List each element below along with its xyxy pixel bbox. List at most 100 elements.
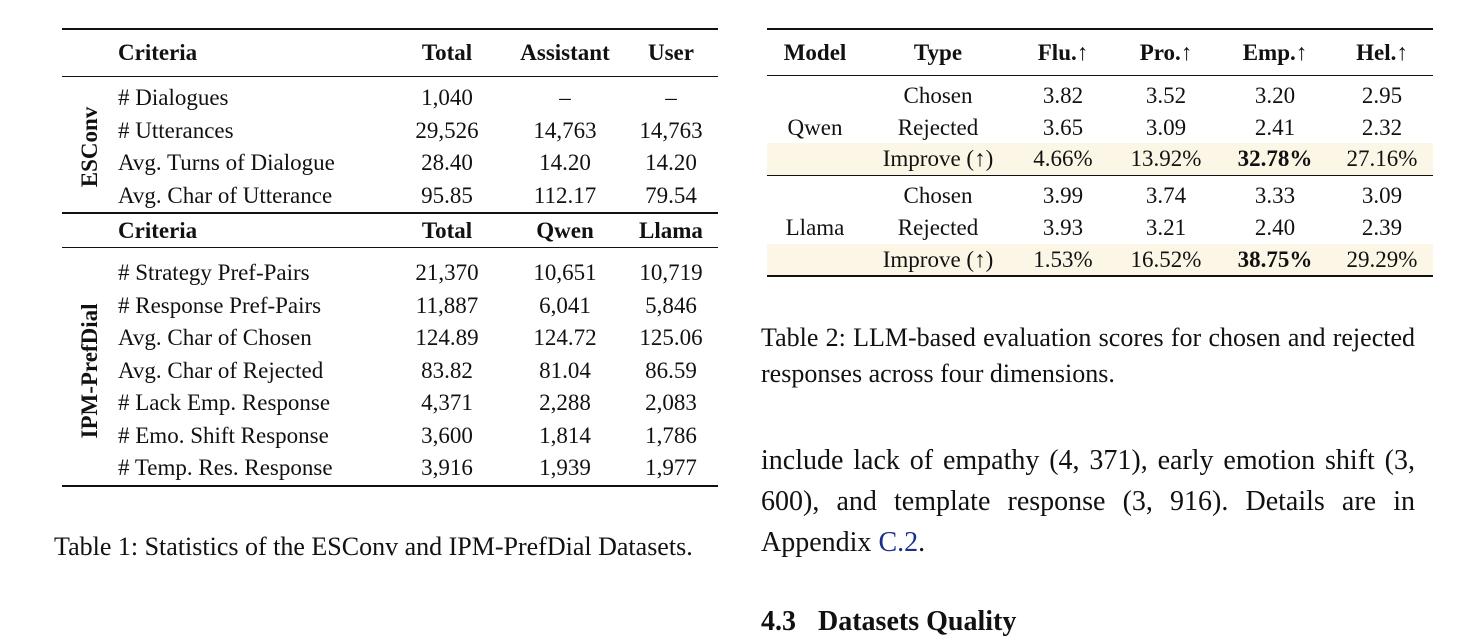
table-2: Model Type Flu.↑ Pro.↑ Emp.↑ Hel.↑ Qwen … <box>767 28 1433 277</box>
table-cell: 28.40 <box>421 150 473 175</box>
table-cell: Avg. Char of Utterance <box>118 182 333 208</box>
table-cell: Improve (↑) <box>882 246 994 272</box>
table-cell: 125.06 <box>639 325 703 350</box>
table-cell: Rejected <box>897 114 979 140</box>
table-cell: 112.17 <box>533 182 597 208</box>
table-row: # Temp. Res. Response 3,916 1,939 1,977 <box>62 452 718 486</box>
table-row: Rejected 3.93 3.21 2.40 2.39 <box>767 212 1433 244</box>
section-heading: 4.3 Datasets Quality <box>761 606 1016 638</box>
paragraph-text: include lack of empathy (4, 371), early … <box>761 445 1415 558</box>
table-cell: 2.32 <box>1361 114 1403 140</box>
table-cell: 3.21 <box>1145 214 1187 240</box>
table-cell: 2.95 <box>1361 83 1403 108</box>
table-row: Avg. Char of Rejected 83.82 81.04 86.59 <box>62 355 718 388</box>
table-cell: Avg. Turns of Dialogue <box>118 150 335 175</box>
table2-header-model: Model <box>783 40 847 65</box>
table-row: Avg. Char of Chosen 124.89 124.72 125.06 <box>62 322 718 355</box>
table-row: # Response Pref-Pairs 11,887 6,041 5,846 <box>62 290 718 323</box>
table1-header-total: Total <box>421 40 473 65</box>
table-cell: Rejected <box>897 214 979 240</box>
table1-caption: Table 1: Statistics of the ESConv and IP… <box>54 532 693 561</box>
table-row: IPM-PrefDial # Strategy Pref-Pairs 21,37… <box>62 257 718 438</box>
table2-header-row: Model Type Flu.↑ Pro.↑ Emp.↑ Hel.↑ <box>767 29 1433 76</box>
table-cell: 1,977 <box>645 455 697 480</box>
table-cell: 3,600 <box>421 422 473 448</box>
table-cell: # Strategy Pref-Pairs <box>118 260 310 285</box>
table-cell: 2.41 <box>1254 114 1296 140</box>
table-cell: Chosen <box>903 183 973 209</box>
table1-subheader-total: Total <box>421 218 473 243</box>
table2-header-pro: Pro.↑ <box>1139 40 1193 65</box>
table-row: Llama Chosen 3.99 3.74 3.33 3.09 <box>767 180 1433 240</box>
table-cell: 4.66% <box>1033 146 1093 172</box>
table-cell: 3,916 <box>421 455 473 480</box>
table-cell: 3.20 <box>1254 83 1296 108</box>
table-cell: Chosen <box>903 83 973 108</box>
table-row: # Utterances 29,526 14,763 14,763 <box>62 115 718 148</box>
table-cell: 10,719 <box>639 260 703 285</box>
table-cell: 6,041 <box>539 292 591 318</box>
table-cell: 3.52 <box>1145 83 1187 108</box>
table-cell: 2,288 <box>539 390 591 415</box>
improve-row-llama: Improve (↑) 1.53% 16.52% 38.75% 29.29% <box>767 243 1433 277</box>
table2-header-hel: Hel.↑ <box>1356 40 1408 65</box>
table-cell: 86.59 <box>645 357 697 383</box>
table1-subheader-qwen: Qwen <box>536 218 594 243</box>
table-cell: 14.20 <box>645 150 697 175</box>
model-label-qwen: Qwen <box>787 114 843 140</box>
table-cell: 27.16% <box>1346 146 1418 172</box>
table-cell: 1,786 <box>645 422 697 448</box>
table-cell: 83.82 <box>421 357 473 383</box>
table1-subheader-criteria: Criteria <box>118 218 198 243</box>
table-cell: 3.74 <box>1145 183 1187 209</box>
table-cell: 1,939 <box>539 455 591 480</box>
table-cell: 81.04 <box>539 357 591 383</box>
table-cell: Avg. Char of Chosen <box>118 325 312 350</box>
table-cell: 3.99 <box>1042 183 1084 209</box>
table-cell: 2.39 <box>1361 214 1403 240</box>
table-cell: 16.52% <box>1130 246 1202 272</box>
table-cell: 1,814 <box>539 422 591 448</box>
table1-header-criteria: Criteria <box>118 40 198 65</box>
table-cell: 4,371 <box>421 390 473 415</box>
table-cell: # Temp. Res. Response <box>118 455 333 480</box>
table-cell: # Response Pref-Pairs <box>118 292 322 318</box>
table-cell: # Emo. Shift Response <box>118 422 329 448</box>
group-label-ipm-prefdial: IPM-PrefDial <box>76 303 102 439</box>
section-title: Datasets Quality <box>818 606 1017 637</box>
table-cell: Improve (↑) <box>882 146 994 172</box>
table-cell: # Lack Emp. Response <box>118 390 331 415</box>
table-cell: 3.93 <box>1042 214 1084 240</box>
table2-caption: Table 2: LLM-based evaluation scores for… <box>761 323 1415 388</box>
table-row: # Emo. Shift Response 3,600 1,814 1,786 <box>62 420 718 453</box>
table-cell: 10,651 <box>533 260 597 285</box>
paragraph-end: . <box>918 527 926 558</box>
table1-header-assistant: Assistant <box>520 40 610 65</box>
table-cell: 32.78% <box>1237 146 1313 172</box>
table2-header-emp: Emp.↑ <box>1242 40 1308 65</box>
table-row: Rejected 3.65 3.09 2.41 2.32 <box>767 112 1433 144</box>
table-cell: 14,763 <box>639 117 703 143</box>
table-cell: 95.85 <box>421 182 473 208</box>
table1-subheader-llama: Llama <box>639 218 703 243</box>
table-cell: 14,763 <box>533 117 597 143</box>
table-cell: 1,040 <box>421 85 473 110</box>
table-1: Criteria Total Assistant User ESConv # D… <box>62 28 718 487</box>
table-cell: 11,887 <box>415 292 479 318</box>
table-row: Qwen Chosen 3.82 3.52 3.20 2.95 <box>767 80 1433 140</box>
table-cell: 79.54 <box>645 182 697 208</box>
appendix-link[interactable]: C.2 <box>878 527 919 558</box>
table-cell: – <box>665 85 677 110</box>
table1-header-user: User <box>648 40 694 65</box>
table-row: ESConv # Dialogues 1,040 – – <box>62 82 718 187</box>
table-cell: 21,370 <box>415 260 479 285</box>
table-cell: – <box>559 85 571 110</box>
table-cell: 3.09 <box>1145 114 1187 140</box>
table-row: Avg. Char of Utterance 95.85 112.17 79.5… <box>62 180 718 214</box>
table-cell: # Dialogues <box>118 85 229 110</box>
table2-header-type: Type <box>913 40 963 65</box>
table-cell: 38.75% <box>1237 246 1313 272</box>
improve-row-qwen: Improve (↑) 4.66% 13.92% 32.78% 27.16% <box>767 143 1433 176</box>
table-cell: 3.33 <box>1254 183 1296 209</box>
table-cell: 2,083 <box>645 390 697 415</box>
